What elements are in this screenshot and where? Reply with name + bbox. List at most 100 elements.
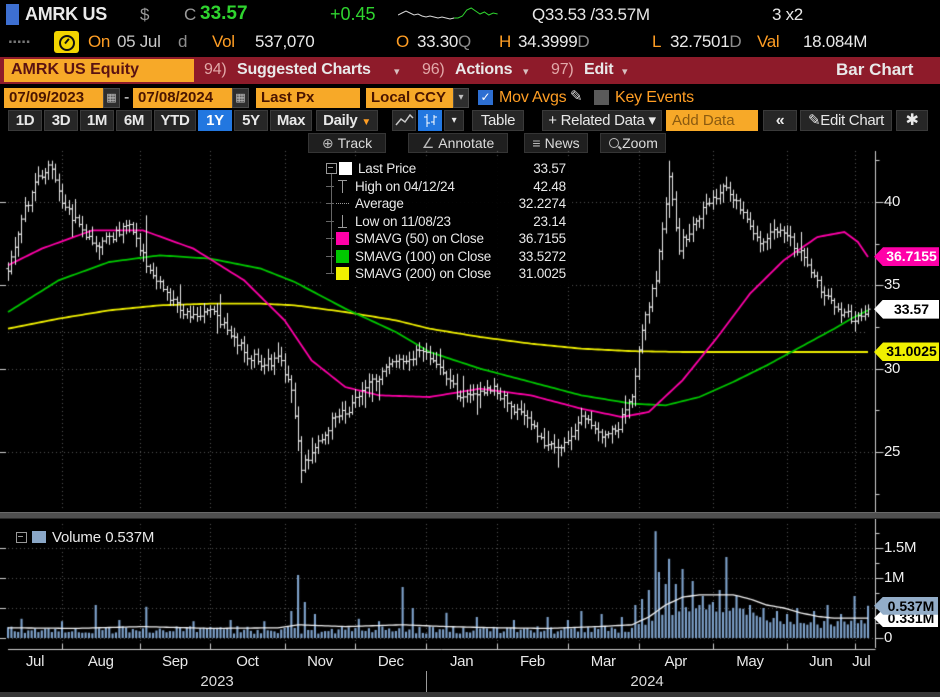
last-label: C bbox=[184, 5, 196, 24]
bottom-scrollbar[interactable] bbox=[0, 692, 940, 697]
related-data-button[interactable]: + Related Data ▾ bbox=[542, 110, 662, 131]
collapse-button[interactable]: « bbox=[763, 110, 797, 131]
legend-row[interactable]: Low on 11/08/23 23.14 bbox=[326, 213, 566, 231]
pencil-icon: ✎ bbox=[808, 112, 821, 129]
security-name: AMRK US Equity bbox=[11, 61, 139, 78]
open-value: 33.30Q bbox=[417, 32, 471, 51]
range-ytd[interactable]: YTD bbox=[154, 110, 196, 131]
quote-date-suffix: d bbox=[178, 32, 188, 51]
price-axis-badge: 31.0025 bbox=[874, 342, 939, 362]
val-label: Val bbox=[757, 32, 780, 51]
price-change: +0.45 bbox=[330, 4, 376, 24]
legend-row[interactable]: SMAVG (100) on Close 33.5272 bbox=[326, 248, 566, 266]
high-value: 34.3999D bbox=[518, 32, 590, 51]
table-button[interactable]: Table bbox=[472, 110, 524, 131]
currency-select[interactable]: Local CCY bbox=[366, 88, 458, 108]
pencil-icon[interactable]: ✎ bbox=[570, 88, 583, 105]
last-price-swatch bbox=[339, 162, 352, 176]
price-axis-label: 30 bbox=[884, 359, 901, 377]
range-3d[interactable]: 3D bbox=[44, 110, 78, 131]
chart-style-dropdown[interactable]: ▾ bbox=[444, 110, 464, 131]
pane-divider-handle[interactable] bbox=[0, 512, 940, 519]
price-axis-label: 25 bbox=[884, 443, 901, 460]
legend-value: 42.48 bbox=[533, 178, 566, 194]
legend-row[interactable]: SMAVG (200) on Close 31.0025 bbox=[326, 265, 566, 283]
month-label: Jan bbox=[449, 653, 474, 670]
security-name-field[interactable]: AMRK US Equity bbox=[4, 59, 194, 82]
open-label: O bbox=[396, 32, 409, 51]
legend-label: High on 04/12/24 bbox=[355, 178, 455, 194]
legend-expander-icon[interactable] bbox=[326, 163, 337, 175]
legend-row[interactable]: Last Price 33.57 bbox=[326, 160, 566, 178]
ticker: AMRK US bbox=[25, 4, 107, 24]
legend-label: SMAVG (50) on Close bbox=[355, 231, 484, 247]
period-select[interactable]: Daily ▼ bbox=[316, 110, 378, 131]
month-label: Feb bbox=[519, 653, 545, 670]
bid-ask-quote: Q33.53 /33.57M bbox=[532, 5, 650, 24]
range-5y[interactable]: 5Y bbox=[234, 110, 268, 131]
range-1m[interactable]: 1M bbox=[80, 110, 114, 131]
chevron-down-icon: ▾ bbox=[394, 66, 400, 78]
menu-edit[interactable]: Edit bbox=[584, 61, 614, 78]
month-label: Jun bbox=[809, 653, 833, 670]
on-label: On bbox=[88, 32, 111, 51]
low-marker-icon bbox=[336, 214, 349, 228]
legend-row[interactable]: SMAVG (50) on Close 36.7155 bbox=[326, 230, 566, 248]
menu-actions[interactable]: Actions bbox=[455, 61, 513, 78]
line-chart-style-button[interactable] bbox=[392, 110, 416, 131]
collapse-pane-icon[interactable] bbox=[16, 531, 27, 543]
legend-tree-stub bbox=[326, 220, 334, 222]
range-max[interactable]: Max bbox=[270, 110, 312, 131]
delayed-clock-icon[interactable] bbox=[54, 31, 79, 53]
mov-avgs-checkbox[interactable]: ✓ bbox=[478, 90, 493, 105]
calendar-icon[interactable]: ▦ bbox=[103, 88, 120, 108]
volume-axis-label: 1M bbox=[884, 569, 905, 586]
volume-value: 537,070 bbox=[255, 32, 315, 51]
chevron-down-icon: ▾ bbox=[523, 66, 529, 78]
key-events-label[interactable]: Key Events bbox=[615, 89, 694, 106]
function-name: Bar Chart bbox=[836, 60, 914, 79]
bar-chart-style-button[interactable] bbox=[418, 110, 442, 131]
bid-ask-size: 3 x2 bbox=[772, 5, 803, 24]
add-data-field[interactable]: Add Data bbox=[666, 110, 758, 131]
legend-tree-stub bbox=[326, 255, 334, 257]
volume-legend-label: Volume bbox=[52, 528, 101, 546]
range-6m[interactable]: 6M bbox=[116, 110, 152, 131]
menu-suggested-charts[interactable]: Suggested Charts bbox=[237, 61, 371, 78]
gear-icon[interactable]: ✱ bbox=[896, 110, 928, 131]
legend-row[interactable]: High on 04/12/24 42.48 bbox=[326, 178, 566, 196]
legend-label: SMAVG (100) on Close bbox=[355, 248, 492, 264]
quote-date: 05 Jul bbox=[117, 32, 161, 51]
magnifier-icon bbox=[608, 137, 622, 151]
month-label: Mar bbox=[590, 653, 616, 670]
volume-legend-value: 0.537M bbox=[105, 528, 155, 546]
volume-axis-label: 0 bbox=[884, 629, 893, 646]
last-price: 33.57 bbox=[200, 3, 248, 24]
range-1y[interactable]: 1Y bbox=[198, 110, 232, 131]
month-label: Oct bbox=[236, 653, 259, 670]
key-events-checkbox[interactable] bbox=[594, 90, 609, 105]
clock-ring bbox=[59, 35, 75, 51]
currency-symbol: $ bbox=[140, 5, 150, 24]
chevron-down-icon[interactable]: ▾ bbox=[453, 88, 469, 108]
volume-axis-label: 1.5M bbox=[884, 539, 917, 556]
price-field-select[interactable]: Last Px bbox=[256, 88, 360, 108]
high-label: H bbox=[499, 32, 511, 51]
edit-chart-button[interactable]: ✎Edit Chart bbox=[800, 110, 892, 131]
calendar-icon[interactable]: ▦ bbox=[232, 88, 249, 108]
year-label: 2024 bbox=[630, 673, 664, 690]
chevron-down-icon: ▾ bbox=[622, 66, 628, 78]
annotate-angle-icon: ∠ bbox=[421, 135, 435, 151]
date-from-field[interactable]: 07/09/2023 bbox=[4, 88, 103, 108]
date-to-field[interactable]: 07/08/2024 bbox=[133, 88, 232, 108]
legend-value: 23.14 bbox=[533, 213, 566, 229]
swatch-marker-icon bbox=[336, 232, 349, 246]
legend-label: Low on 11/08/23 bbox=[355, 213, 451, 229]
range-1d[interactable]: 1D bbox=[8, 110, 42, 131]
track-crosshair-icon: ⊕ bbox=[321, 135, 334, 151]
mov-avgs-label[interactable]: Mov Avgs bbox=[499, 89, 567, 106]
legend-value: 33.5272 bbox=[518, 248, 567, 264]
legend-value: 36.7155 bbox=[518, 231, 567, 247]
month-label: Dec bbox=[377, 653, 404, 670]
legend-row[interactable]: Average 32.2274 bbox=[326, 195, 566, 213]
